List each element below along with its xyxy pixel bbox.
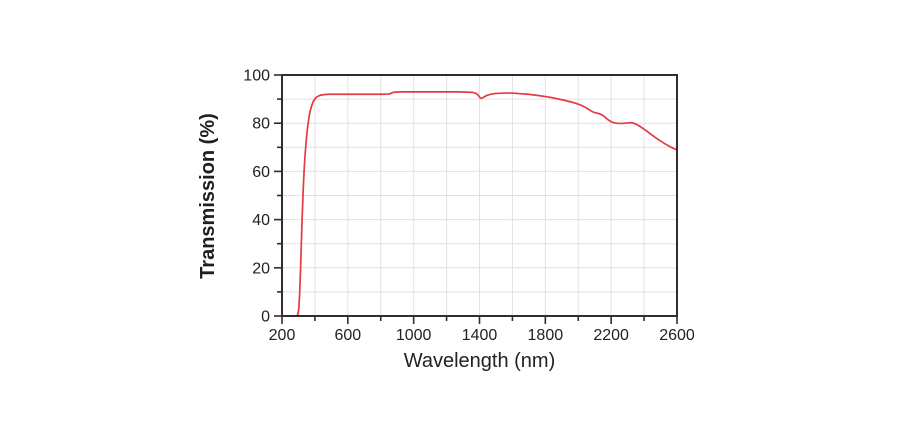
y-tick-label: 60 (252, 164, 270, 181)
x-tick-label: 1400 (462, 327, 498, 344)
x-tick-label: 1000 (396, 327, 432, 344)
curve-layer (281, 91, 678, 317)
plot-frame (281, 74, 678, 317)
axes-frame (281, 74, 678, 317)
transmission-curve (281, 91, 678, 317)
x-tick-label: 600 (334, 327, 361, 344)
y-tick-label: 80 (252, 116, 270, 133)
x-tick-label: 2200 (593, 327, 629, 344)
tick-layer (274, 74, 678, 324)
y-tick-label: 100 (243, 68, 270, 85)
y-tick-label: 20 (252, 260, 270, 277)
y-axis-title: Transmission (%) (197, 113, 219, 279)
x-tick-label: 1800 (528, 327, 564, 344)
x-tick-label: 2600 (659, 327, 695, 344)
tick-label-layer: 200 600 1000 1400 1800 2200 2600 0 20 40 60 80 100 (243, 68, 695, 345)
y-tick-label: 40 (252, 212, 270, 229)
x-tick-label: 200 (269, 327, 296, 344)
grid-layer (282, 75, 677, 316)
y-tick-label: 0 (261, 309, 270, 326)
x-axis-title: Wavelength (nm) (404, 350, 556, 372)
